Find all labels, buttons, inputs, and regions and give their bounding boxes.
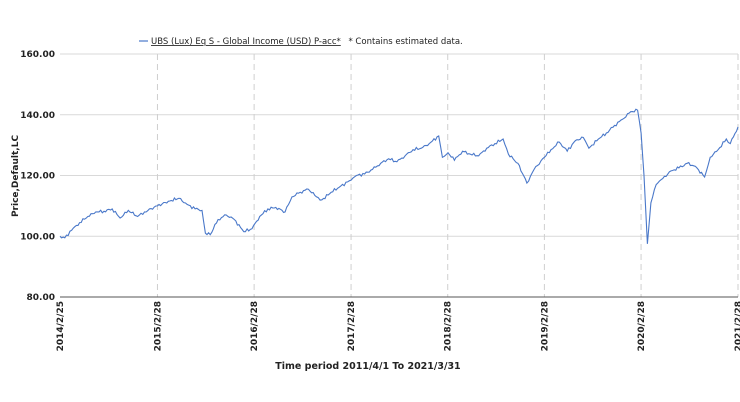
- y-tick-labels: 80.00 100.00 120.00 140.00 160.00: [20, 50, 55, 303]
- x-tick-label: 2020/2/28: [637, 301, 647, 351]
- time-period-label: Time period 2011/4/1 To 2021/3/31: [275, 361, 460, 372]
- x-tick-label: 2017/2/28: [347, 301, 357, 351]
- x-tick-label: 2016/2/28: [250, 301, 260, 351]
- x-tick-label: 2018/2/28: [444, 301, 454, 351]
- gridlines: [60, 54, 738, 297]
- y-axis-label: Price,Default,LC: [11, 135, 21, 217]
- plot-area: [60, 109, 738, 244]
- y-tick-label: 100.00: [20, 232, 55, 242]
- x-tick-label: 2014/2/25: [56, 301, 66, 351]
- legend-note: * Contains estimated data.: [348, 37, 462, 47]
- x-tick-labels: 2014/2/25 2015/2/28 2016/2/28 2017/2/28 2018…: [56, 301, 740, 351]
- y-tick-label: 120.00: [20, 172, 55, 182]
- y-tick-label: 140.00: [20, 111, 55, 121]
- svg-text:UBS (Lux) Eq S - Global Income[interactable]: UBS (Lux) Eq S - Global Income (USD) P-a…: [151, 37, 463, 47]
- y-tick-label: 160.00: [20, 50, 55, 60]
- legend-series-label: UBS (Lux) Eq S - Global Income (USD) P-a…: [151, 37, 341, 47]
- x-tick-label: 2015/2/28: [153, 301, 163, 351]
- x-tick-label: 2019/2/28: [540, 301, 550, 351]
- legend: UBS (Lux) Eq S - Global Income (USD) P-a…: [139, 37, 463, 47]
- y-tick-label: 80.00: [27, 293, 55, 303]
- series-line: [60, 109, 738, 244]
- x-tick-label: 2021/2/28: [734, 301, 740, 351]
